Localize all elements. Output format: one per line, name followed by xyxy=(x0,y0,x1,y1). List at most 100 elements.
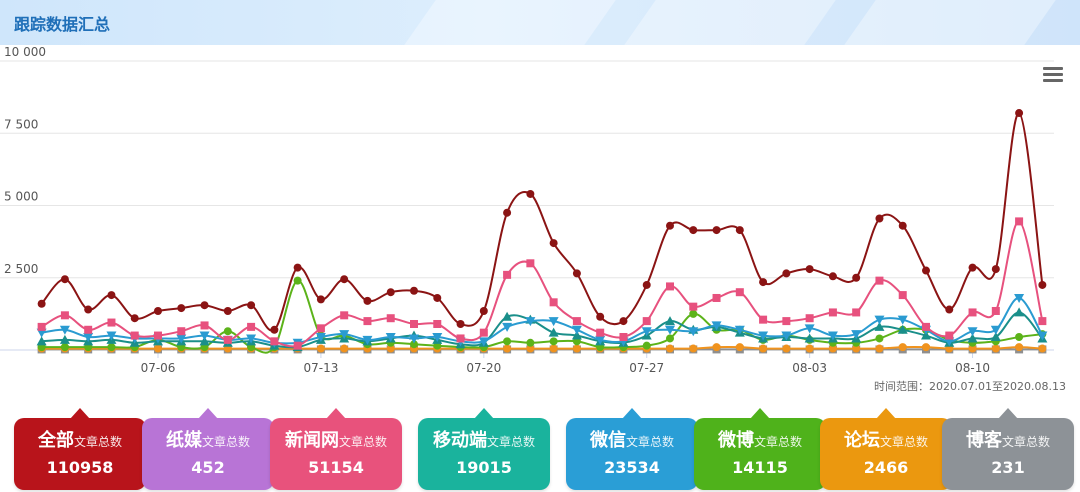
data-point[interactable] xyxy=(642,280,651,289)
data-point[interactable] xyxy=(875,334,884,343)
data-point[interactable] xyxy=(410,319,418,328)
data-point[interactable] xyxy=(106,331,117,341)
data-point[interactable] xyxy=(200,321,209,330)
data-point[interactable] xyxy=(572,269,581,278)
data-point[interactable] xyxy=(385,332,396,342)
data-point[interactable] xyxy=(967,327,978,337)
data-point[interactable] xyxy=(1038,317,1047,326)
data-point[interactable] xyxy=(689,226,698,235)
data-point[interactable] xyxy=(270,337,279,346)
data-point[interactable] xyxy=(549,298,558,307)
data-point[interactable] xyxy=(805,265,814,274)
data-point[interactable] xyxy=(898,343,907,352)
data-point[interactable] xyxy=(59,334,70,344)
data-point[interactable] xyxy=(526,189,535,198)
data-point[interactable] xyxy=(641,327,652,337)
data-point[interactable] xyxy=(270,325,279,334)
data-point[interactable] xyxy=(734,325,745,335)
data-point[interactable] xyxy=(409,334,419,344)
data-point[interactable] xyxy=(712,293,721,302)
data-point[interactable] xyxy=(689,309,698,318)
summary-card-wechat[interactable]: 微信文章总数 23534 xyxy=(566,408,698,490)
data-point[interactable] xyxy=(967,333,978,343)
data-point[interactable] xyxy=(712,343,721,352)
data-point[interactable] xyxy=(479,328,488,337)
data-point[interactable] xyxy=(176,334,187,344)
data-point[interactable] xyxy=(503,208,512,217)
data-point[interactable] xyxy=(363,296,372,305)
data-point[interactable] xyxy=(782,344,791,353)
data-point[interactable] xyxy=(1038,280,1047,289)
data-point[interactable] xyxy=(712,226,721,235)
data-point[interactable] xyxy=(875,276,884,285)
data-point[interactable] xyxy=(59,325,70,335)
data-point[interactable] xyxy=(479,306,488,315)
data-point[interactable] xyxy=(804,333,815,343)
data-point[interactable] xyxy=(990,325,1001,335)
data-point[interactable] xyxy=(828,308,837,317)
data-point[interactable] xyxy=(875,344,884,353)
data-point[interactable] xyxy=(944,337,955,347)
data-point[interactable] xyxy=(922,322,930,331)
data-point[interactable] xyxy=(548,327,559,337)
data-point[interactable] xyxy=(874,315,885,325)
data-point[interactable] xyxy=(945,305,954,314)
data-point[interactable] xyxy=(828,272,837,281)
summary-card-mobile[interactable]: 移动端文章总数 19015 xyxy=(418,408,550,490)
data-point[interactable] xyxy=(84,305,93,314)
data-point[interactable] xyxy=(711,321,722,331)
data-point[interactable] xyxy=(316,295,325,304)
data-point[interactable] xyxy=(549,239,558,248)
data-point[interactable] xyxy=(130,331,139,340)
data-point[interactable] xyxy=(316,324,325,333)
data-point[interactable] xyxy=(199,331,210,341)
data-point[interactable] xyxy=(735,343,744,352)
data-point[interactable] xyxy=(83,332,94,342)
data-point[interactable] xyxy=(689,302,698,311)
data-point[interactable] xyxy=(875,214,884,223)
data-point[interactable] xyxy=(1015,332,1024,341)
data-point[interactable] xyxy=(223,327,232,336)
data-point[interactable] xyxy=(293,276,302,285)
data-point[interactable] xyxy=(363,317,372,326)
data-point[interactable] xyxy=(548,317,559,327)
data-point[interactable] xyxy=(922,266,930,275)
data-point[interactable] xyxy=(874,321,885,331)
data-point[interactable] xyxy=(759,278,768,287)
data-point[interactable] xyxy=(432,332,443,342)
data-point[interactable] xyxy=(386,344,395,353)
data-point[interactable] xyxy=(805,344,814,353)
data-point[interactable] xyxy=(503,337,512,346)
data-point[interactable] xyxy=(666,334,674,343)
data-point[interactable] xyxy=(433,293,442,302)
data-point[interactable] xyxy=(968,308,977,317)
data-point[interactable] xyxy=(60,275,69,284)
data-point[interactable] xyxy=(805,314,814,323)
data-point[interactable] xyxy=(478,337,489,347)
data-point[interactable] xyxy=(595,335,606,345)
data-point[interactable] xyxy=(1014,307,1025,317)
data-point[interactable] xyxy=(735,288,744,297)
data-point[interactable] xyxy=(571,330,582,340)
data-point[interactable] xyxy=(852,273,861,282)
data-point[interactable] xyxy=(107,318,116,327)
data-point[interactable] xyxy=(990,331,1001,341)
data-point[interactable] xyxy=(1014,293,1025,303)
data-point[interactable] xyxy=(433,319,442,328)
data-point[interactable] xyxy=(316,344,325,353)
data-point[interactable] xyxy=(315,332,326,342)
data-point[interactable] xyxy=(619,332,628,341)
data-point[interactable] xyxy=(571,325,582,335)
summary-card-print[interactable]: 纸媒文章总数 452 xyxy=(142,408,274,490)
data-point[interactable] xyxy=(572,317,581,326)
data-point[interactable] xyxy=(804,324,815,334)
data-point[interactable] xyxy=(968,344,977,353)
data-point[interactable] xyxy=(758,331,769,341)
data-point[interactable] xyxy=(340,311,349,320)
data-point[interactable] xyxy=(223,306,232,315)
summary-card-news-web[interactable]: 新闻网文章总数 51154 xyxy=(270,408,402,490)
data-point[interactable] xyxy=(1038,344,1047,353)
data-point[interactable] xyxy=(897,315,908,325)
data-point[interactable] xyxy=(340,344,349,353)
data-point[interactable] xyxy=(1015,217,1024,226)
